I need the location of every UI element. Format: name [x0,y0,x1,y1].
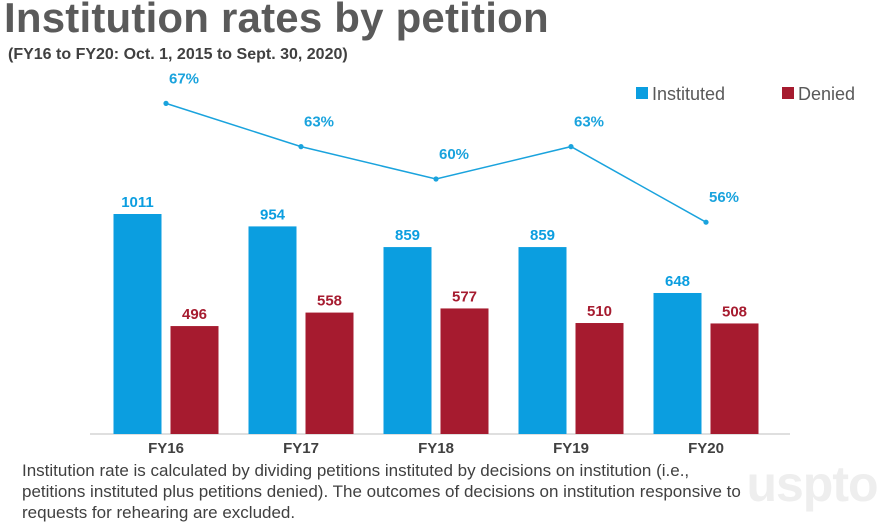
x-tick-label-fy18: FY18 [418,440,454,457]
rate-line [165,102,707,223]
data-label-denied-fy19: 510 [587,303,612,320]
rate-label-fy16: 67% [169,70,199,87]
data-label-denied-fy16: 496 [182,306,207,323]
data-label-denied-fy18: 577 [452,288,477,305]
bar-instituted-fy18 [383,247,432,434]
rate-label-fy19: 63% [574,114,604,131]
x-tick-label-fy16: FY16 [148,440,184,457]
bar-denied-fy20 [710,323,759,434]
data-label-instituted-fy17: 954 [260,206,286,223]
legend-swatch-denied [782,87,794,99]
legend-label-instituted: Instituted [652,84,725,104]
bar-instituted-fy19 [518,247,567,434]
rate-label-fy20: 56% [709,189,739,206]
rate-point-fy17 [298,144,304,150]
legend-label-denied: Denied [798,84,855,104]
bar-instituted-fy17 [248,226,297,434]
rate-point-fy16 [163,100,169,106]
rate-point-fy18 [433,176,439,182]
rate-point-fy19 [568,144,574,150]
data-label-denied-fy20: 508 [722,303,747,320]
data-label-instituted-fy19: 859 [530,227,555,244]
rate-label-fy17: 63% [304,114,334,131]
bar-denied-fy19 [575,323,624,434]
bar-denied-fy17 [305,312,354,434]
x-tick-label-fy20: FY20 [688,440,724,457]
x-tick-label-fy19: FY19 [553,440,589,457]
bar-denied-fy18 [440,308,489,434]
x-tick-label-fy17: FY17 [283,440,319,457]
data-label-instituted-fy18: 859 [395,227,420,244]
chart-title-text: Institution rates by [4,0,396,41]
data-label-instituted-fy16: 1011 [121,194,154,211]
chart-title: Institution rates by petition [4,0,549,42]
uspto-logo: uspto [746,456,878,512]
bar-instituted-fy20 [653,292,702,434]
bar-instituted-fy16 [113,214,162,434]
chart-title-underlined: petition [395,0,549,41]
data-label-instituted-fy20: 648 [665,273,690,290]
footnote: Institution rate is calculated by dividi… [22,461,741,522]
rate-point-fy20 [703,219,709,225]
rate-label-fy18: 60% [439,146,469,163]
data-label-denied-fy17: 558 [317,293,342,310]
bar-denied-fy16 [170,326,219,434]
chart-subtitle: (FY16 to FY20: Oct. 1, 2015 to Sept. 30,… [8,46,348,63]
legend-swatch-instituted [636,87,648,99]
